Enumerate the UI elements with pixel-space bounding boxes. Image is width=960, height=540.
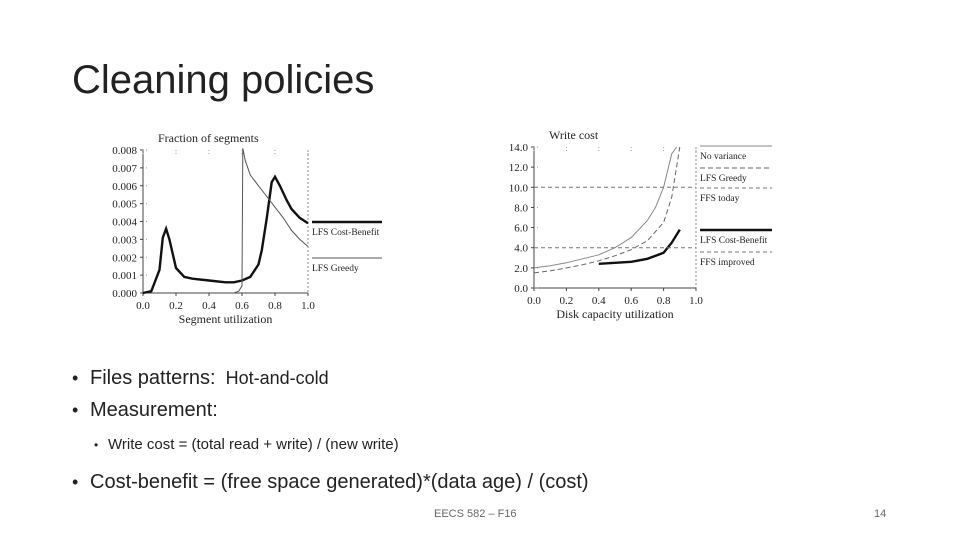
files-patterns-label: Files patterns: bbox=[90, 367, 216, 389]
series-line-0 bbox=[533, 146, 678, 269]
y-tick-label: 14.0 bbox=[509, 142, 529, 154]
x-tick-label: 0.4 bbox=[592, 295, 606, 307]
series-line-1 bbox=[533, 146, 681, 274]
x-tick-label: 0.8 bbox=[657, 295, 671, 307]
series-line-3 bbox=[598, 228, 681, 265]
legend-label: FFS improved bbox=[700, 258, 755, 268]
y-axis-label: Fraction of segments bbox=[158, 131, 259, 145]
y-tick-label: 12.0 bbox=[509, 162, 529, 174]
y-tick-label: 0.008 bbox=[112, 145, 137, 157]
y-tick-label: 0.000 bbox=[112, 288, 137, 300]
x-tick-label: 0.4 bbox=[202, 300, 216, 312]
y-tick-label: 0.001 bbox=[112, 270, 137, 282]
y-axis-label: Write cost bbox=[549, 128, 599, 142]
segment-utilization-chart: 0.000 0.001 0.002 0.003 0.004 0.005 0.006 0.007… bbox=[112, 131, 382, 326]
y-tick-label: 0.007 bbox=[112, 163, 137, 175]
page-number: 14 bbox=[874, 508, 887, 520]
y-tick-label: 0.003 bbox=[112, 234, 137, 246]
y-tick-label: 0.005 bbox=[112, 199, 137, 211]
legend-label: No variance bbox=[700, 152, 746, 162]
y-tick-label: 0.0 bbox=[514, 283, 528, 295]
x-tick-label: 0.6 bbox=[235, 300, 249, 312]
x-tick-label: 0.2 bbox=[169, 300, 183, 312]
legend-label: LFS Greedy bbox=[312, 264, 359, 274]
series-line-0 bbox=[142, 174, 309, 295]
x-tick-label: 1.0 bbox=[301, 300, 315, 312]
y-tick-label: 2.0 bbox=[514, 263, 528, 275]
x-tick-label: 1.0 bbox=[689, 295, 703, 307]
slide-footer: EECS 582 – F16 bbox=[434, 508, 517, 520]
legend-label: LFS Cost-Benefit bbox=[312, 227, 380, 238]
bullet-write-cost: Write cost = (total read + write) / (new… bbox=[72, 434, 589, 456]
y-tick-label: 4.0 bbox=[514, 243, 528, 255]
x-tick-label: 0.2 bbox=[560, 295, 574, 307]
y-tick-label: 0.002 bbox=[112, 252, 137, 264]
slide-title: Cleaning policies bbox=[72, 58, 375, 102]
files-patterns-value: Hot-and-cold bbox=[225, 368, 329, 388]
write-cost-chart: 0.0 2.0 4.0 6.0 8.0 10.0 12.0 14.0 0.0 0.2 0.4 0.6 0… bbox=[509, 128, 772, 321]
series-line-1 bbox=[233, 148, 309, 294]
y-tick-label: 0.004 bbox=[112, 217, 137, 229]
legend-label: LFS Greedy bbox=[700, 174, 747, 184]
y-tick-label: 0.006 bbox=[112, 181, 137, 193]
bullet-files-patterns: Files patterns: Hot-and-cold bbox=[72, 362, 589, 394]
y-tick-label: 8.0 bbox=[514, 202, 528, 214]
x-axis-label: Disk capacity utilization bbox=[556, 307, 673, 321]
x-tick-label: 0.8 bbox=[268, 300, 282, 312]
legend-label: FFS today bbox=[700, 194, 740, 204]
x-tick-label: 0.0 bbox=[527, 295, 541, 307]
y-tick-label: 10.0 bbox=[509, 182, 529, 194]
bullet-list: Files patterns: Hot-and-cold Measurement:… bbox=[72, 362, 589, 498]
x-axis-label: Segment utilization bbox=[179, 312, 273, 326]
x-tick-label: 0.6 bbox=[624, 295, 638, 307]
bullet-measurement: Measurement: bbox=[72, 394, 589, 426]
x-tick-label: 0.0 bbox=[136, 300, 150, 312]
legend-label: LFS Cost-Benefit bbox=[700, 235, 768, 246]
y-tick-label: 6.0 bbox=[514, 223, 528, 235]
bullet-cost-benefit: Cost-benefit = (free space generated)*(d… bbox=[72, 466, 589, 498]
